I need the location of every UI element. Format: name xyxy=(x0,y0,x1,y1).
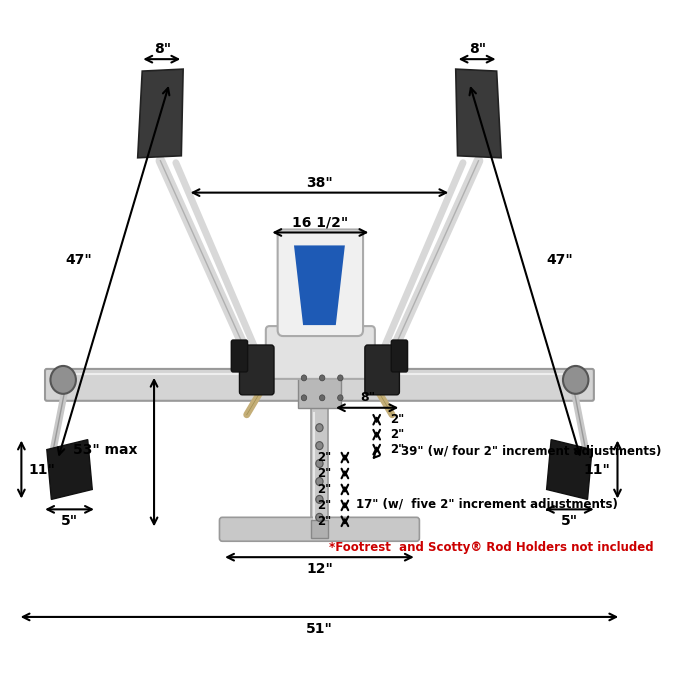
Text: 12": 12" xyxy=(306,562,333,576)
Bar xyxy=(298,368,341,408)
FancyBboxPatch shape xyxy=(239,345,274,395)
Text: 39" (w/ four 2" increment adjustments): 39" (w/ four 2" increment adjustments) xyxy=(401,445,662,458)
Text: 2": 2" xyxy=(317,499,331,512)
Circle shape xyxy=(50,366,76,394)
Bar xyxy=(312,408,328,529)
FancyBboxPatch shape xyxy=(45,369,594,401)
Circle shape xyxy=(337,395,343,401)
Circle shape xyxy=(316,496,323,503)
Circle shape xyxy=(316,424,323,432)
Circle shape xyxy=(316,513,323,522)
Text: 47": 47" xyxy=(66,253,92,267)
Circle shape xyxy=(337,375,343,381)
Text: 2": 2" xyxy=(391,413,405,426)
Circle shape xyxy=(301,375,307,381)
Text: *Footrest  and Scotty® Rod Holders not included: *Footrest and Scotty® Rod Holders not in… xyxy=(328,540,653,554)
Text: 5": 5" xyxy=(61,514,78,528)
Text: 47": 47" xyxy=(547,253,573,267)
Text: 2": 2" xyxy=(317,483,331,496)
Circle shape xyxy=(316,460,323,468)
Polygon shape xyxy=(138,69,183,158)
Text: 8": 8" xyxy=(360,391,375,405)
Text: 2": 2" xyxy=(317,467,331,480)
FancyBboxPatch shape xyxy=(365,345,400,395)
Text: 53" max: 53" max xyxy=(74,442,138,456)
Text: 11": 11" xyxy=(29,463,55,477)
Text: 51": 51" xyxy=(306,622,333,636)
Circle shape xyxy=(316,477,323,486)
Circle shape xyxy=(301,395,307,401)
Polygon shape xyxy=(456,69,501,158)
Text: 8": 8" xyxy=(154,42,171,56)
FancyBboxPatch shape xyxy=(231,340,248,372)
Text: 38": 38" xyxy=(306,176,332,190)
Circle shape xyxy=(316,442,323,449)
Circle shape xyxy=(563,366,589,394)
FancyBboxPatch shape xyxy=(266,326,375,379)
Polygon shape xyxy=(547,440,592,499)
Text: 8": 8" xyxy=(469,42,486,56)
Text: 2": 2" xyxy=(391,443,405,456)
Circle shape xyxy=(319,375,325,381)
Circle shape xyxy=(319,395,325,401)
Text: 17" (w/  five 2" increment adjustments): 17" (w/ five 2" increment adjustments) xyxy=(356,498,617,511)
Polygon shape xyxy=(47,440,92,499)
Bar xyxy=(312,520,328,538)
Text: 16 1/2": 16 1/2" xyxy=(292,216,349,230)
FancyBboxPatch shape xyxy=(220,517,419,541)
Text: 2": 2" xyxy=(391,428,405,441)
Polygon shape xyxy=(294,246,345,325)
Text: 2": 2" xyxy=(317,514,331,528)
Text: 5": 5" xyxy=(561,514,578,528)
FancyBboxPatch shape xyxy=(391,340,407,372)
Text: 11": 11" xyxy=(583,463,610,477)
FancyBboxPatch shape xyxy=(278,230,363,336)
Text: 2": 2" xyxy=(317,451,331,464)
